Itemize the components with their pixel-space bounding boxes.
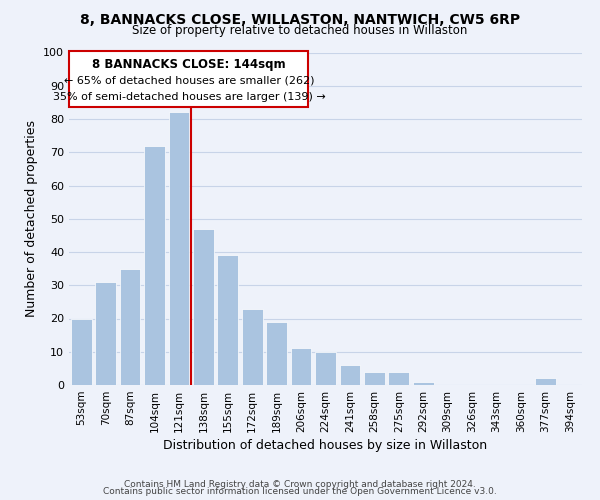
Text: Contains HM Land Registry data © Crown copyright and database right 2024.: Contains HM Land Registry data © Crown c… bbox=[124, 480, 476, 489]
Bar bbox=[169, 112, 190, 385]
X-axis label: Distribution of detached houses by size in Willaston: Distribution of detached houses by size … bbox=[163, 439, 488, 452]
Bar bbox=[340, 365, 361, 385]
Bar bbox=[535, 378, 556, 385]
Y-axis label: Number of detached properties: Number of detached properties bbox=[25, 120, 38, 318]
Bar bbox=[71, 318, 92, 385]
Text: Contains public sector information licensed under the Open Government Licence v3: Contains public sector information licen… bbox=[103, 488, 497, 496]
Text: 8, BANNACKS CLOSE, WILLASTON, NANTWICH, CW5 6RP: 8, BANNACKS CLOSE, WILLASTON, NANTWICH, … bbox=[80, 12, 520, 26]
Bar bbox=[388, 372, 409, 385]
Bar bbox=[242, 308, 263, 385]
Bar bbox=[193, 228, 214, 385]
Bar bbox=[413, 382, 434, 385]
Bar bbox=[95, 282, 116, 385]
Bar bbox=[290, 348, 311, 385]
Text: 35% of semi-detached houses are larger (139) →: 35% of semi-detached houses are larger (… bbox=[53, 92, 325, 102]
Bar bbox=[315, 352, 336, 385]
Bar bbox=[266, 322, 287, 385]
FancyBboxPatch shape bbox=[70, 51, 308, 108]
Text: ← 65% of detached houses are smaller (262): ← 65% of detached houses are smaller (26… bbox=[64, 76, 314, 86]
Bar bbox=[144, 146, 165, 385]
Bar bbox=[217, 256, 238, 385]
Text: Size of property relative to detached houses in Willaston: Size of property relative to detached ho… bbox=[133, 24, 467, 37]
Bar bbox=[119, 268, 140, 385]
Text: 8 BANNACKS CLOSE: 144sqm: 8 BANNACKS CLOSE: 144sqm bbox=[92, 58, 286, 70]
Bar bbox=[364, 372, 385, 385]
